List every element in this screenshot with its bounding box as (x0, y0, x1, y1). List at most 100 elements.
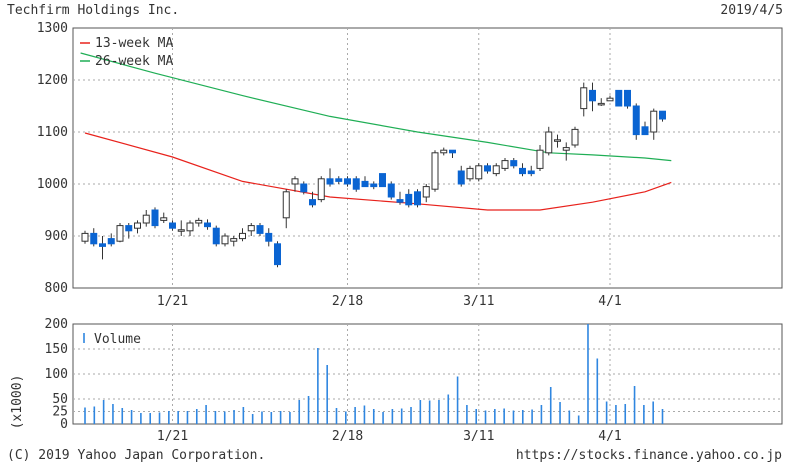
candle (282, 189, 290, 229)
candle (230, 236, 238, 247)
candle-body-down (519, 167, 526, 175)
candle (160, 212, 168, 223)
candle (492, 163, 500, 177)
candle-body-down (309, 199, 316, 206)
candle (632, 103, 640, 140)
candle (291, 176, 299, 192)
candle (597, 98, 605, 106)
candle (405, 189, 413, 208)
company-title: Techfirm Holdings Inc. (7, 3, 180, 18)
candle (195, 217, 203, 227)
candle (265, 228, 273, 247)
candle-body-up (554, 139, 561, 142)
chart-date: 2019/4/5 (720, 3, 783, 18)
candle-body-up (195, 219, 203, 224)
candle-body-down (99, 243, 106, 247)
candle (81, 230, 89, 244)
candle-body-down (344, 178, 351, 185)
candle-body-up (571, 128, 579, 146)
candle (615, 89, 623, 107)
candle-body-up (580, 87, 588, 110)
candle-body-down (484, 165, 491, 172)
candle-body-up (492, 165, 500, 175)
candle (247, 223, 255, 236)
candle (142, 210, 150, 227)
candle (125, 223, 133, 239)
candle-body-up (431, 152, 439, 190)
candle-body-down (361, 180, 369, 188)
candle-body-down (326, 178, 334, 185)
price-plot-area (72, 27, 783, 289)
candle (151, 207, 159, 229)
candle-body-up (317, 178, 325, 201)
candle-body-up (466, 167, 474, 180)
date-tick-label: 2/18 (332, 429, 363, 444)
candle (344, 176, 351, 187)
candle (379, 173, 386, 188)
candle (545, 126, 553, 156)
candle-body-up (597, 102, 605, 106)
candle (475, 163, 483, 182)
candle (212, 225, 220, 247)
candle-body-down (300, 183, 308, 193)
candle-body-down (90, 232, 98, 245)
candle (484, 163, 491, 174)
candle (589, 82, 596, 112)
candle-body-up (230, 238, 238, 242)
candle-body-down (396, 199, 404, 203)
candle (387, 181, 395, 200)
volume-tick-label: 200 (45, 317, 68, 332)
candle (335, 176, 343, 184)
copyright-text: (C) 2019 Yahoo Japan Corporation. (7, 448, 266, 463)
candle (440, 147, 448, 156)
candle (527, 165, 535, 177)
candle (177, 220, 185, 236)
candle-body-up (606, 97, 614, 102)
candle (256, 223, 264, 236)
candle (562, 142, 570, 161)
candle (99, 236, 106, 260)
candle-body-down (527, 170, 535, 175)
candle (370, 181, 378, 190)
candle (431, 150, 439, 192)
candle-body-down (379, 173, 386, 188)
ma26-line (80, 52, 672, 162)
candle-body-up (291, 178, 299, 185)
volume-tick-label: 25 (52, 405, 68, 420)
candle-body-up (221, 235, 229, 245)
candle-body-down (457, 170, 465, 185)
price-tick-label: 1300 (37, 21, 68, 36)
date-tick-label: 4/1 (598, 429, 621, 444)
candle-body-down (212, 227, 220, 245)
price-tick-label: 1000 (37, 177, 68, 192)
candle-body-up (536, 149, 544, 169)
candle (239, 228, 246, 242)
candle (309, 191, 316, 208)
candle (107, 233, 115, 247)
candle (580, 82, 588, 117)
price-tick-label: 800 (45, 281, 68, 296)
price-tick-label: 900 (45, 229, 68, 244)
candle (510, 158, 518, 169)
candle (536, 145, 544, 171)
candle-body-down (510, 160, 518, 167)
candle (90, 228, 98, 247)
candle (361, 176, 369, 188)
candle (449, 149, 456, 158)
candle (624, 89, 631, 109)
candle (300, 181, 308, 195)
candle-body-down (125, 225, 133, 232)
candle-body-down (265, 232, 273, 242)
candle-body-down (256, 225, 264, 234)
candle-body-up (282, 191, 290, 219)
candle-body-down (204, 222, 211, 228)
candle-body-up (142, 214, 150, 224)
candle-body-up (650, 110, 658, 133)
candle (554, 134, 561, 148)
candle (606, 95, 614, 102)
candle-body-up (562, 147, 570, 151)
candle-body-down (405, 193, 413, 206)
source-url[interactable]: https://stocks.finance.yahoo.co.jp (515, 448, 782, 463)
candle-body-down (414, 191, 421, 206)
candle-body-up (475, 165, 483, 180)
